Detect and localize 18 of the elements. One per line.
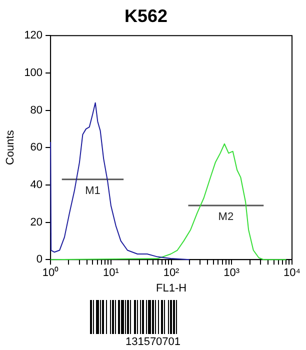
y-tick-label: 120 xyxy=(24,30,43,42)
x-tick-label: 10² xyxy=(163,267,180,280)
x-tick-label: 10¹ xyxy=(102,267,120,280)
y-tick-label: 100 xyxy=(24,66,43,79)
y-tick-label: 80 xyxy=(30,104,43,116)
x-axis-title: FL1-H xyxy=(156,282,187,294)
y-tick-label: 60 xyxy=(30,142,43,154)
text: 131570701 xyxy=(124,336,182,348)
series-label: M2 xyxy=(218,211,234,223)
y-tick-label: 0 xyxy=(36,254,43,266)
y-tick-label: 40 xyxy=(30,178,43,191)
series-label: M1 xyxy=(85,184,100,197)
chart-title: K562 xyxy=(124,6,168,26)
x-tick-label: 10³ xyxy=(224,267,240,280)
x-tick-label: 10⁴ xyxy=(284,267,301,280)
y-axis-title: Counts xyxy=(4,130,17,166)
x-tick-label: 10⁰ xyxy=(42,266,59,280)
y-tick-label: 20 xyxy=(30,216,43,228)
